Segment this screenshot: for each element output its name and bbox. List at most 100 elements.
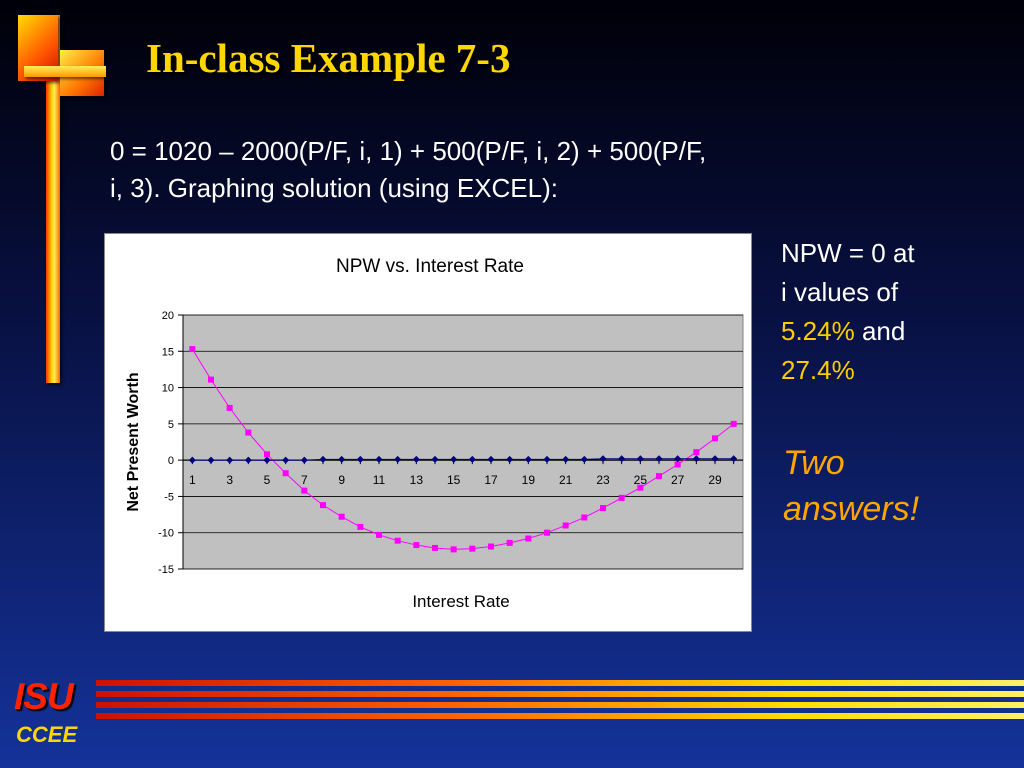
data-point-zero: [207, 456, 215, 464]
side-note: NPW = 0 at i values of 5.24% and 27.4%: [781, 234, 915, 390]
data-point-zero: [244, 456, 252, 464]
data-point-npw: [637, 484, 644, 491]
data-point-npw: [525, 535, 532, 542]
two-answers-line-1: Two: [783, 444, 845, 482]
footer-stripe: [96, 680, 1024, 686]
y-axis-ticks: -15 -10 -5 0 5 10 15 20: [158, 310, 184, 576]
y-tick-label: 10: [162, 383, 174, 395]
x-tick-label: 9: [338, 473, 345, 487]
data-point-npw: [562, 522, 569, 529]
data-point-npw: [282, 470, 289, 477]
data-point-zero: [226, 456, 234, 464]
data-point-zero: [618, 455, 626, 463]
data-point-zero: [431, 455, 439, 463]
slide-title: In-class Example 7-3: [146, 35, 511, 81]
footer-stripes: [96, 680, 1024, 724]
x-tick-label: 11: [373, 473, 386, 487]
data-point-npw: [674, 461, 681, 468]
footer-stripe: [96, 691, 1024, 697]
footer-stripe: [96, 713, 1024, 719]
x-tick-label: 3: [226, 473, 233, 487]
data-point-npw: [320, 502, 326, 509]
data-point-zero: [674, 455, 682, 463]
footer-ccee-label: CCEE: [16, 722, 78, 747]
data-point-npw: [712, 435, 718, 442]
data-point-zero: [655, 455, 663, 463]
y-tick-label: -10: [158, 528, 174, 540]
data-point-npw: [357, 523, 364, 530]
data-point-zero: [356, 455, 364, 463]
equation-line-2: i, 3). Graphing solution (using EXCEL):: [110, 173, 558, 203]
y-tick-label: 5: [168, 419, 174, 431]
note-line-1: NPW = 0 at: [781, 238, 915, 268]
y-tick-label: 0: [168, 455, 174, 467]
data-point-zero: [412, 455, 420, 463]
x-tick-label: 13: [410, 473, 424, 487]
data-point-zero: [711, 455, 719, 463]
data-point-npw: [488, 543, 494, 550]
data-point-npw: [226, 404, 233, 411]
x-tick-label: 7: [301, 473, 308, 487]
note-value-2: 27.4%: [781, 355, 855, 385]
data-point-zero: [338, 455, 346, 463]
data-point-zero: [319, 455, 327, 463]
data-point-npw: [413, 542, 420, 549]
footer-isu-logo: ISU: [14, 676, 74, 717]
data-point-npw: [450, 546, 457, 553]
data-point-zero: [506, 455, 514, 463]
data-point-npw: [544, 529, 550, 536]
x-tick-label: 21: [559, 473, 573, 487]
data-point-zero: [599, 455, 607, 463]
data-point-zero: [450, 455, 458, 463]
series-group: [188, 346, 738, 553]
data-point-zero: [487, 455, 495, 463]
data-point-zero: [282, 456, 290, 464]
data-point-zero: [394, 455, 402, 463]
data-point-npw: [394, 537, 401, 544]
series-line: [191, 348, 734, 550]
data-point-zero: [562, 455, 570, 463]
x-tick-label: 27: [671, 473, 685, 487]
x-tick-label: 19: [522, 473, 536, 487]
gridlines: [183, 314, 743, 570]
chart-frame: NPW vs. Interest Rate -15 -10 -5 0 5 10 15 20 1…: [104, 233, 752, 632]
data-point-zero: [580, 455, 588, 463]
data-point-npw: [600, 505, 606, 512]
cross-logo-horizontal: [24, 66, 106, 77]
data-point-npw: [469, 545, 476, 552]
x-axis-ticks: 1 3 5 7 9 11 13 15 17 19 21 23 25 27 29: [189, 460, 735, 487]
y-tick-label: 15: [162, 346, 174, 358]
data-point-npw: [376, 531, 382, 538]
x-tick-label: 15: [447, 473, 461, 487]
data-point-npw: [730, 420, 737, 427]
data-point-npw: [693, 449, 700, 456]
data-point-npw: [264, 451, 270, 458]
data-point-zero: [263, 456, 271, 464]
two-answers-line-2: answers!: [783, 490, 920, 528]
x-tick-label: 29: [708, 473, 722, 487]
data-point-zero: [188, 456, 196, 464]
x-tick-label: 17: [484, 473, 498, 487]
data-point-npw: [618, 494, 625, 501]
footer-stripe: [96, 702, 1024, 708]
y-tick-label: -5: [164, 491, 174, 503]
x-tick-label: 23: [596, 473, 610, 487]
x-tick-label: 25: [634, 473, 648, 487]
data-point-npw: [338, 513, 345, 520]
data-point-npw: [506, 539, 513, 546]
data-point-npw: [432, 544, 438, 551]
y-axis-label: Net Present Worth: [125, 372, 142, 511]
data-point-zero: [524, 455, 532, 463]
x-tick-label: 5: [264, 473, 271, 487]
two-answers-text: Two answers!: [783, 440, 919, 532]
x-axis-label: Interest Rate: [412, 592, 509, 611]
data-point-npw: [656, 473, 662, 480]
cross-logo-vertical: [46, 15, 60, 383]
data-point-npw: [301, 487, 308, 494]
data-point-npw: [189, 346, 196, 353]
data-point-npw: [581, 514, 588, 521]
data-point-zero: [468, 455, 476, 463]
y-tick-label: 20: [162, 310, 174, 322]
